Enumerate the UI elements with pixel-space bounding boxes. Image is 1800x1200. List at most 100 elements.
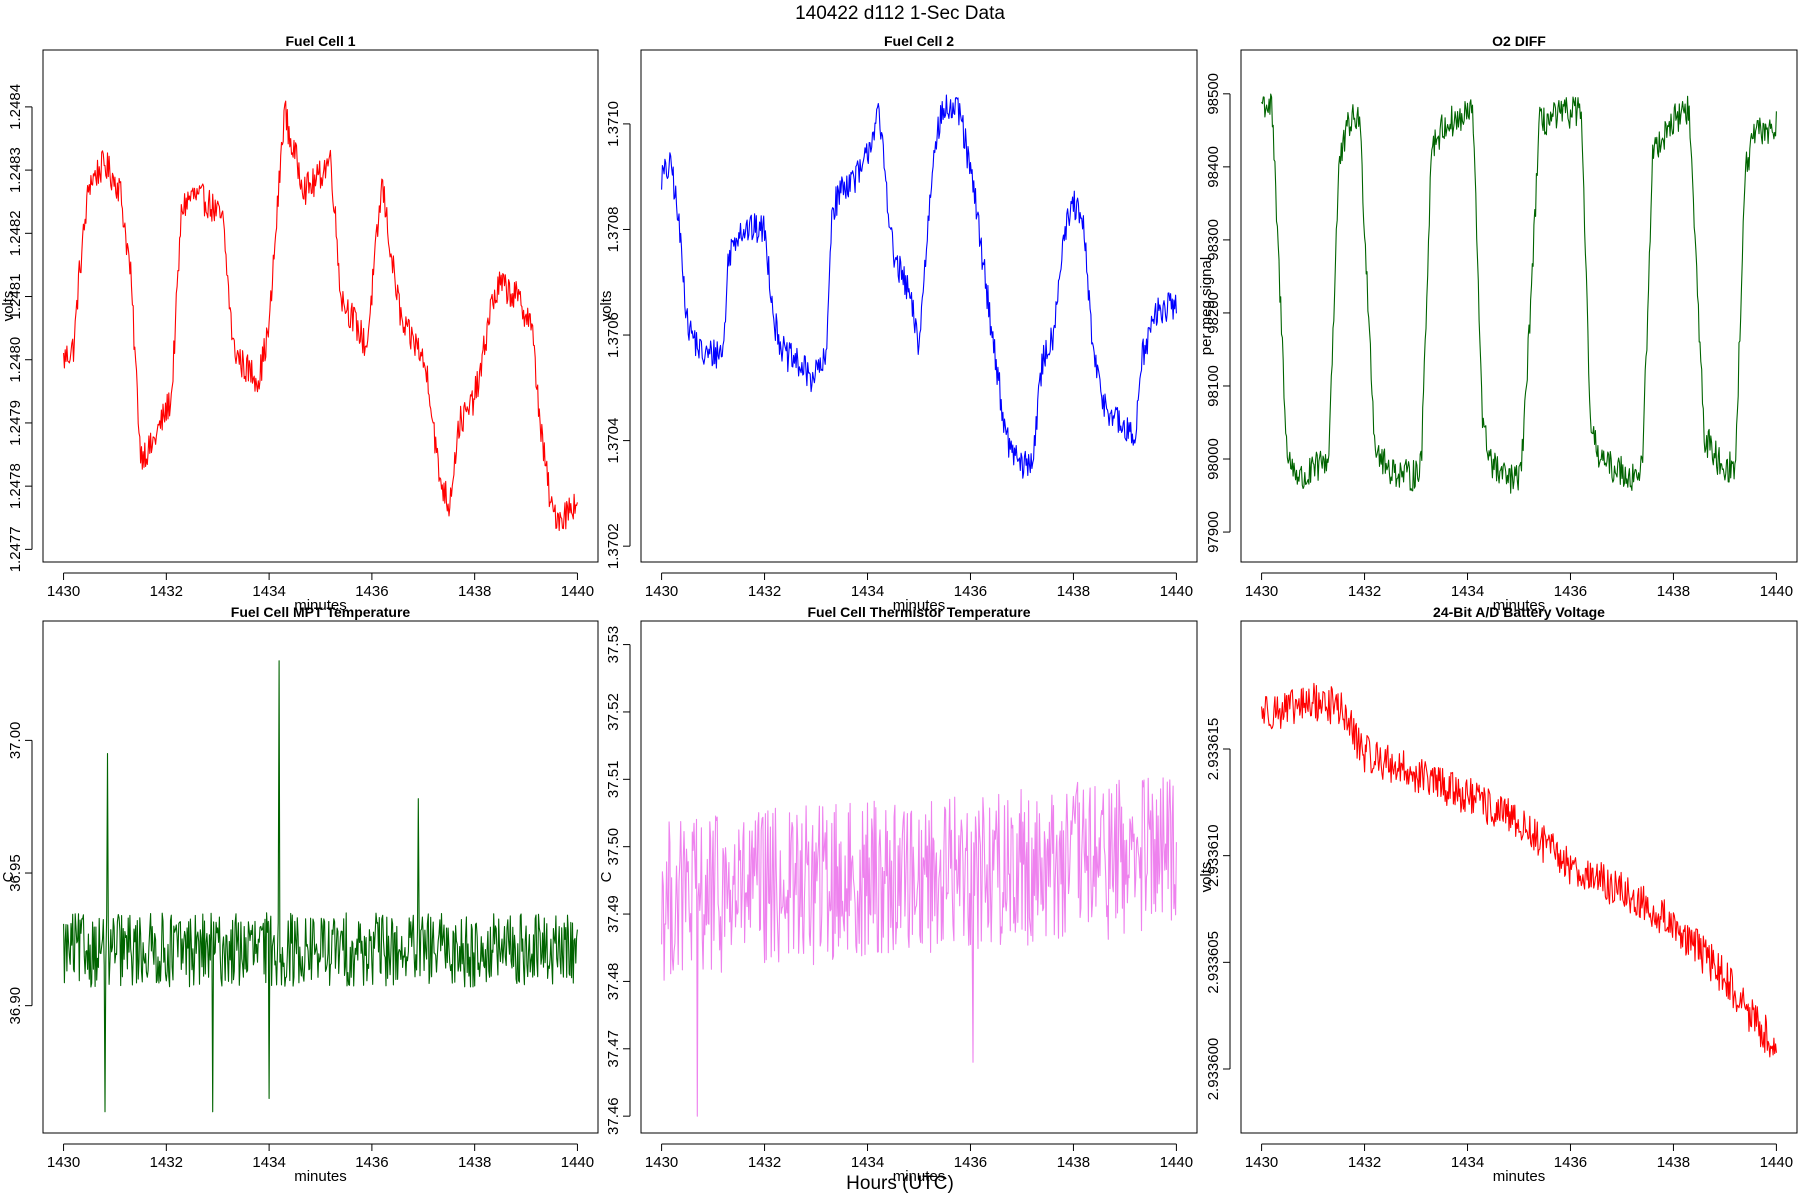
y-axis-label: per meg signal xyxy=(1198,257,1215,355)
y-tick-label: 37.48 xyxy=(605,963,622,1001)
x-tick-label: 1430 xyxy=(645,1154,678,1171)
chart-title: Fuel Cell Thermistor Temperature xyxy=(807,604,1030,620)
x-tick-label: 1430 xyxy=(645,583,678,600)
panel-o2-diff: O2 DIFF 1430 1432 1434 1436 1438 1440 minutes 97… xyxy=(1198,33,1798,614)
y-tick-label: 37.46 xyxy=(605,1097,622,1135)
x-tick-label: 1430 xyxy=(47,583,80,600)
y-tick-label: 1.3710 xyxy=(605,101,622,147)
y-tick-label: 2.933615 xyxy=(1205,718,1222,781)
x-tick-label: 1436 xyxy=(355,583,388,600)
y-tick-label: 36.90 xyxy=(7,987,24,1025)
y-tick-label: 98100 xyxy=(1205,365,1222,407)
y-tick-label: 36.95 xyxy=(7,854,24,892)
x-tick-label: 1440 xyxy=(561,583,594,600)
outer-x-axis-label: Hours (UTC) xyxy=(846,1173,954,1194)
x-tick-label: 1432 xyxy=(748,1154,781,1171)
x-tick-label: 1434 xyxy=(252,583,285,600)
x-tick-label: 1438 xyxy=(458,583,491,600)
y-tick-label: 1.3706 xyxy=(605,312,622,358)
y-tick-label: 37.00 xyxy=(7,722,24,760)
chart-title: Fuel Cell MPT Temperature xyxy=(231,604,411,620)
x-tick-label: 1436 xyxy=(1554,583,1587,600)
y-tick-label: 1.3708 xyxy=(605,207,622,253)
x-tick-label: 1430 xyxy=(1245,1154,1278,1171)
chart-title: Fuel Cell 1 xyxy=(285,33,355,49)
x-tick-label: 1434 xyxy=(851,1154,884,1171)
y-tick-label: 37.52 xyxy=(605,693,622,731)
y-tick-label: 37.47 xyxy=(605,1030,622,1068)
x-tick-label: 1440 xyxy=(1760,583,1793,600)
x-tick-label: 1434 xyxy=(1451,583,1484,600)
x-tick-label: 1440 xyxy=(561,1154,594,1171)
y-tick-label: 37.50 xyxy=(605,828,622,866)
plot-frame xyxy=(42,620,599,1134)
plot-frame xyxy=(1240,620,1798,1134)
panel-fuel-cell-2: Fuel Cell 2 1430 1432 1434 1436 1438 1440 minut… xyxy=(598,33,1198,614)
series-line xyxy=(63,660,578,1113)
y-tick-label: 98200 xyxy=(1205,292,1222,334)
x-tick-label: 1436 xyxy=(355,1154,388,1171)
y-axis-label: volts xyxy=(1198,862,1215,893)
x-axis-label: minutes xyxy=(893,1168,946,1185)
x-axis-label: minutes xyxy=(294,1168,347,1185)
y-tick-label: 37.49 xyxy=(605,895,622,933)
y-axis-label: volts xyxy=(0,291,17,322)
series-line xyxy=(63,100,578,532)
y-tick-label: 98500 xyxy=(1205,73,1222,115)
x-tick-label: 1438 xyxy=(1057,583,1090,600)
y-tick-label: 1.2480 xyxy=(7,337,24,383)
x-tick-label: 1432 xyxy=(748,583,781,600)
figure-title: 140422 d112 1-Sec Data xyxy=(795,3,1005,24)
x-tick-label: 1440 xyxy=(1160,583,1193,600)
y-axis-label: C xyxy=(598,871,615,882)
x-tick-label: 1432 xyxy=(150,583,183,600)
x-tick-label: 1432 xyxy=(1348,583,1381,600)
plot-frame xyxy=(1240,49,1798,563)
y-tick-label: 1.3704 xyxy=(605,418,622,464)
x-axis-label: minutes xyxy=(294,597,347,614)
plot-frame xyxy=(640,620,1198,1134)
y-axis-label: C xyxy=(0,871,17,882)
chart-title: 24-Bit A/D Battery Voltage xyxy=(1433,604,1605,620)
plot-frame xyxy=(42,49,599,563)
series-line xyxy=(1261,682,1777,1058)
panel-fuel-cell-thermistor-temperature: Fuel Cell Thermistor Temperature 1430 1432… xyxy=(598,604,1198,1185)
y-tick-label: 37.53 xyxy=(605,626,622,664)
plot-frame xyxy=(640,49,1198,563)
panel-fuel-cell-1: Fuel Cell 1 1430 1432 1434 1436 1438 1440 minut… xyxy=(0,33,599,614)
x-tick-label: 1436 xyxy=(954,583,987,600)
y-tick-label: 1.2477 xyxy=(7,526,24,572)
y-tick-label: 1.2482 xyxy=(7,210,24,256)
x-axis-label: minutes xyxy=(1493,1168,1546,1185)
y-tick-label: 97900 xyxy=(1205,511,1222,553)
y-tick-label: 2.933600 xyxy=(1205,1038,1222,1101)
y-tick-label: 1.2478 xyxy=(7,463,24,509)
x-tick-label: 1432 xyxy=(150,1154,183,1171)
chart-title: Fuel Cell 2 xyxy=(884,33,954,49)
x-tick-label: 1430 xyxy=(47,1154,80,1171)
series-line xyxy=(1261,93,1777,494)
x-tick-label: 1432 xyxy=(1348,1154,1381,1171)
x-tick-label: 1436 xyxy=(954,1154,987,1171)
y-tick-label: 98000 xyxy=(1205,438,1222,480)
panel-24-bit-a-d-battery-voltage: 24-Bit A/D Battery Voltage 1430 1432 1434 14… xyxy=(1198,604,1798,1185)
x-tick-label: 1438 xyxy=(458,1154,491,1171)
y-axis-label: volts xyxy=(598,291,615,322)
x-tick-label: 1440 xyxy=(1160,1154,1193,1171)
series-line xyxy=(661,777,1177,1117)
y-tick-label: 1.2483 xyxy=(7,147,24,193)
x-axis-label: minutes xyxy=(1493,597,1546,614)
y-tick-label: 1.2481 xyxy=(7,274,24,320)
series-line xyxy=(661,94,1177,479)
x-tick-label: 1438 xyxy=(1657,1154,1690,1171)
x-tick-label: 1434 xyxy=(1451,1154,1484,1171)
y-tick-label: 37.51 xyxy=(605,761,622,799)
x-tick-label: 1434 xyxy=(252,1154,285,1171)
y-tick-label: 2.933605 xyxy=(1205,931,1222,994)
x-tick-label: 1436 xyxy=(1554,1154,1587,1171)
x-axis-label: minutes xyxy=(893,597,946,614)
y-tick-label: 1.2479 xyxy=(7,400,24,446)
x-tick-label: 1440 xyxy=(1760,1154,1793,1171)
chart-title: O2 DIFF xyxy=(1492,33,1546,49)
